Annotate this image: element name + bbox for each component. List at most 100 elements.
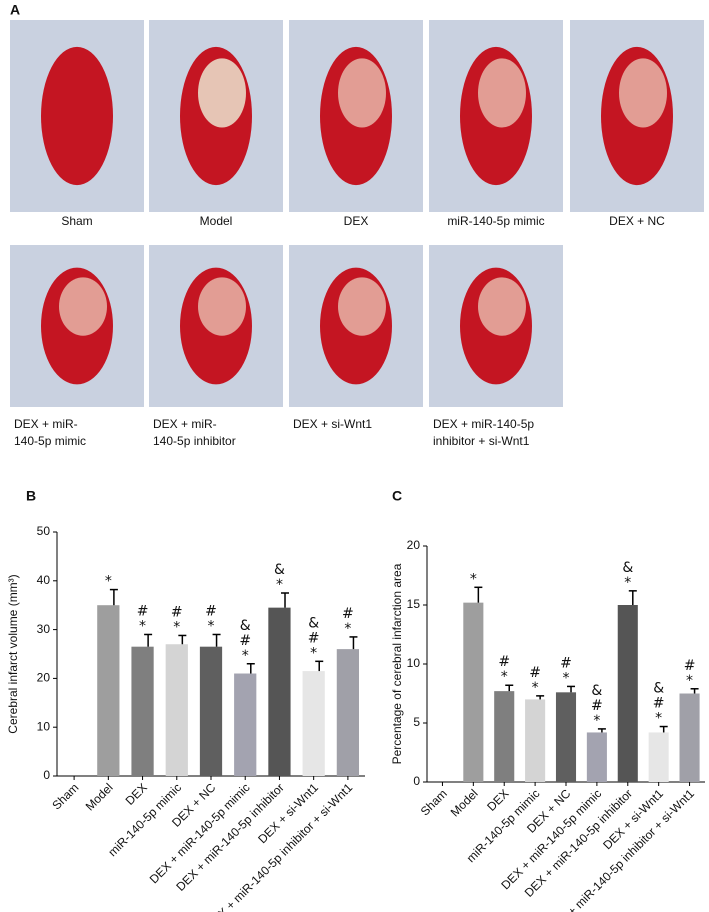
significance-mark: #: [205, 603, 217, 619]
infarct-area: [338, 58, 386, 128]
y-tick-label: 0: [413, 774, 420, 788]
x-tick-label: DEX: [484, 786, 511, 813]
significance-mark: *: [310, 645, 317, 661]
significance-mark: *: [501, 669, 508, 685]
significance-mark: *: [242, 648, 249, 664]
error-bar: [659, 725, 668, 733]
brain-slice: [41, 46, 113, 186]
significance-mark: *: [276, 577, 283, 593]
bar: [131, 646, 154, 776]
significance-mark: &: [240, 618, 251, 634]
x-tick-label: Sham: [49, 780, 81, 812]
y-tick-label: 5: [413, 715, 420, 729]
error-bar: [281, 592, 290, 608]
significance-mark: #: [653, 696, 665, 712]
image-label: Sham: [61, 214, 92, 228]
significance-mark: *: [139, 618, 146, 634]
y-tick-label: 0: [43, 768, 50, 782]
error-bar: [597, 728, 606, 733]
error-bar: [628, 590, 637, 605]
bar: [679, 693, 700, 782]
infarct-area: [338, 277, 386, 336]
significance-mark: *: [624, 575, 631, 591]
significance-mark: #: [239, 633, 251, 649]
image-label: DEX: [344, 214, 369, 228]
bar: [586, 732, 607, 782]
image-label: inhibitor + si-Wnt1: [433, 434, 530, 448]
y-tick-label: 50: [37, 524, 51, 538]
significance-mark: #: [684, 658, 696, 674]
significance-mark: *: [686, 673, 693, 689]
significance-mark: *: [655, 711, 662, 727]
image-label: miR-140-5p mimic: [447, 214, 544, 228]
x-tick-label: Model: [83, 780, 116, 813]
bar: [199, 646, 223, 776]
y-axis-label: Cerebral infarct volume (mm³): [6, 574, 20, 733]
significance-mark: *: [173, 619, 180, 635]
significance-mark: &: [622, 560, 633, 576]
y-tick-label: 10: [407, 656, 421, 670]
infarct-area: [478, 58, 526, 128]
bar: [648, 732, 669, 782]
panel-label: C: [392, 488, 402, 504]
x-tick-label: DEX: [123, 780, 150, 807]
error-bar: [474, 586, 483, 603]
error-bar: [567, 685, 576, 693]
significance-mark: *: [470, 571, 477, 587]
infarct-area: [478, 277, 526, 336]
bar: [617, 605, 638, 782]
x-tick-label: Sham: [418, 786, 450, 818]
x-tick-label: Model: [448, 786, 481, 819]
significance-mark: &: [591, 683, 602, 699]
error-bar: [536, 695, 545, 700]
y-tick-label: 10: [37, 719, 51, 733]
error-bar: [315, 660, 324, 672]
image-label: DEX + miR-140-5p: [433, 417, 534, 431]
image-label: DEX + si-Wnt1: [293, 417, 372, 431]
error-bar: [144, 633, 153, 647]
bar: [463, 602, 484, 782]
error-bar: [212, 633, 221, 647]
significance-mark: #: [342, 606, 354, 622]
error-bar: [690, 688, 699, 694]
significance-mark: #: [591, 698, 603, 714]
image-label: DEX + NC: [609, 214, 665, 228]
y-tick-label: 40: [37, 573, 51, 587]
bar: [302, 671, 325, 776]
bar: [234, 673, 257, 776]
significance-mark: #: [308, 630, 320, 646]
bar: [268, 607, 291, 776]
image-label: Model: [200, 214, 233, 228]
significance-mark: &: [274, 562, 285, 578]
y-tick-label: 20: [37, 671, 51, 685]
bar: [97, 605, 120, 776]
bar: [494, 691, 515, 782]
infarct-area: [198, 277, 246, 336]
significance-mark: &: [308, 615, 319, 631]
significance-mark: *: [532, 680, 539, 696]
image-label: 140-5p mimic: [14, 434, 86, 448]
significance-mark: #: [560, 655, 572, 671]
bar: [525, 699, 546, 782]
panel-label: A: [10, 2, 20, 18]
image-label: DEX + miR-: [153, 417, 217, 431]
error-bar: [349, 636, 358, 650]
error-bar: [505, 684, 514, 692]
significance-mark: #: [498, 654, 510, 670]
significance-mark: *: [563, 670, 570, 686]
image-label: 140-5p inhibitor: [153, 434, 236, 448]
error-bar: [109, 588, 118, 606]
y-tick-label: 20: [407, 538, 421, 552]
infarct-area: [619, 58, 667, 128]
significance-mark: &: [653, 681, 664, 697]
infarct-area: [59, 277, 107, 336]
bar: [555, 692, 577, 782]
y-tick-label: 30: [37, 622, 51, 636]
error-bar: [178, 634, 187, 645]
significance-mark: #: [137, 603, 149, 619]
significance-mark: *: [344, 621, 351, 637]
bar: [165, 644, 188, 776]
significance-mark: #: [171, 604, 183, 620]
y-tick-label: 15: [407, 597, 421, 611]
